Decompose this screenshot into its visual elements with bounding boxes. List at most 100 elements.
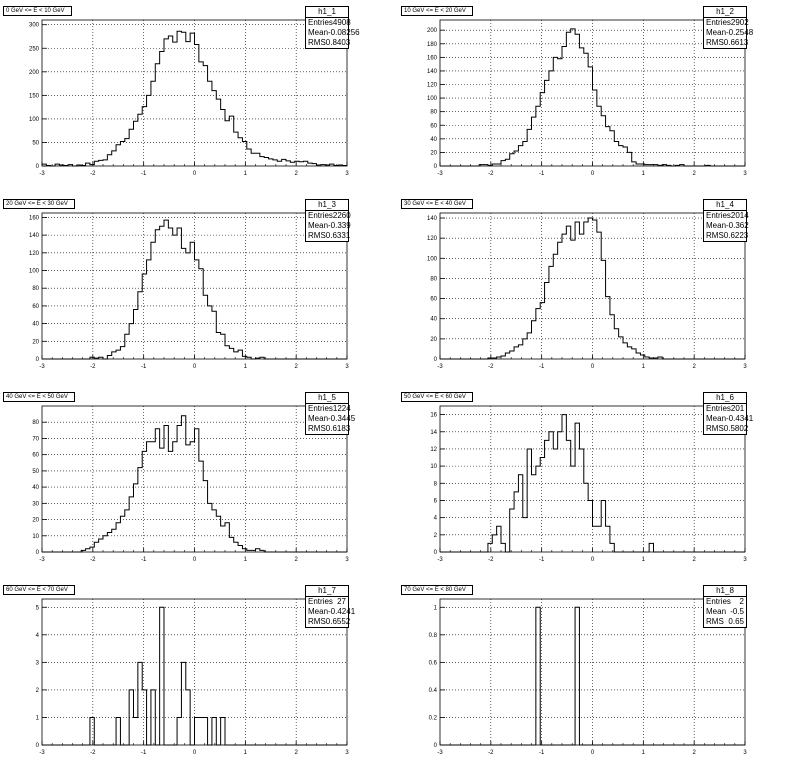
histogram-bin [225,121,229,166]
histogram-bin [575,607,579,745]
histogram-bin [510,154,514,166]
histogram-bin [562,46,566,166]
histogram-bin [558,59,562,166]
histogram-bin [147,442,151,552]
histogram-bin [216,516,220,552]
histogram-bin [203,481,207,552]
histogram-bin [225,523,229,552]
histogram-name: h1_5 [306,393,348,404]
histogram-plot: -3 -2 -1 0 1 2 3 0 20 40 60 80 100 120 140 [427,212,747,370]
x-tick-label: 2 [692,171,696,177]
y-tick-label: 20 [32,339,39,345]
stats-value: -0.5 [730,607,744,616]
y-tick-label: 120 [427,83,438,89]
x-tick-label: 3 [345,750,349,756]
histogram-bin [627,152,631,166]
stats-value: -0.4341 [726,414,754,423]
histogram-name: h1_7 [306,586,348,597]
y-tick-label: 250 [29,46,40,52]
y-tick-label: 40 [430,317,437,323]
histogram-pad-h1_2: -3 -2 -1 0 1 2 3 0 20 40 60 80 100 120 140 160 180 200 10 … [398,0,796,193]
histogram-bin [112,352,116,359]
histogram-bin [116,717,120,745]
histogram-bin [247,149,251,166]
histogram-bin [575,423,579,552]
histogram-bin [173,235,177,359]
stats-row-rms: RMS 0.8403 [306,38,350,48]
stats-value: 2 [739,597,744,606]
stats-value: 1224 [332,404,351,413]
x-tick-label: -3 [437,557,443,563]
y-tick-label: 5 [36,605,40,611]
histogram-bin [501,543,505,552]
histogram-bin [177,717,181,745]
histogram-bin [116,350,120,359]
histogram-bin [597,526,601,552]
histogram-bin [195,44,199,166]
y-tick-label: 60 [430,297,437,303]
histogram-bin [195,429,199,552]
histogram-bin [532,321,536,359]
x-tick-label: -1 [539,750,545,756]
stats-value: 0.6613 [723,38,749,47]
histogram-bin [107,155,111,166]
stats-value: -0.362 [726,221,749,230]
histogram-bin [606,526,610,552]
histogram-bin [619,337,623,359]
histogram-bin [221,717,225,745]
histogram-bin [160,607,164,745]
histogram-bin [164,39,168,166]
histogram-bin [125,334,129,359]
y-tick-label: 80 [32,420,39,426]
histogram-bin [627,347,631,359]
histogram-bin [212,717,216,745]
histogram-bin [606,297,610,359]
x-tick-label: 1 [244,364,248,370]
y-tick-label: 0 [36,357,40,363]
histogram-bin [593,526,597,552]
x-tick-label: -1 [141,750,147,756]
y-tick-label: 80 [32,286,39,292]
x-tick-label: 2 [294,557,298,563]
histogram-pad-h1_5: -3 -2 -1 0 1 2 3 0 10 20 30 40 50 60 70 80 40 GeV <= E <… [0,386,398,579]
stats-row-mean: Mean -0.4241 [306,607,355,617]
histogram-bin [181,32,185,166]
x-tick-label: 1 [642,750,646,756]
x-tick-label: 1 [244,750,248,756]
x-tick-label: 1 [642,364,646,370]
y-tick-label: 40 [32,485,39,491]
histogram-bin [514,492,518,552]
x-tick-label: 0 [193,171,197,177]
x-tick-label: -3 [437,171,443,177]
stats-row-entries: Entries 2260 [306,211,351,221]
histogram-bin [571,466,575,552]
histogram-bin [549,71,553,166]
histogram-bin [208,81,212,166]
histogram-bin [177,228,181,359]
histogram-bin [540,303,544,359]
histogram-bin [575,222,579,359]
stats-value: 27 [337,597,346,606]
histogram-bin [514,347,518,359]
stats-row-mean: Mean -0.5 [704,607,746,617]
histogram-bin [234,132,238,166]
histogram-bin [138,468,142,552]
stats-label: Mean [308,28,329,37]
histogram-bin [597,232,601,359]
histogram-bin [221,334,225,359]
histogram-bin [208,503,212,552]
histogram-title: 10 GeV <= E < 20 GeV [401,6,473,16]
stats-label: Entries [308,597,333,606]
y-tick-label: 140 [29,233,40,239]
stats-label: RMS [308,424,326,433]
histogram-name: h1_3 [306,200,348,211]
histogram-bin [160,448,164,552]
stats-box: h1_1 Entries 4908 Mean -0.08256 RMS 0.8403 [305,6,360,49]
histogram-outline [440,217,745,360]
x-tick-label: -2 [90,750,96,756]
x-tick-label: 0 [193,364,197,370]
stats-row-rms: RMS 0.6613 [704,38,749,48]
histogram-bin [164,425,168,552]
histogram-plot: -3 -2 -1 0 1 2 3 0 20 40 60 80 100 120 140 160 180 200 [427,19,747,177]
